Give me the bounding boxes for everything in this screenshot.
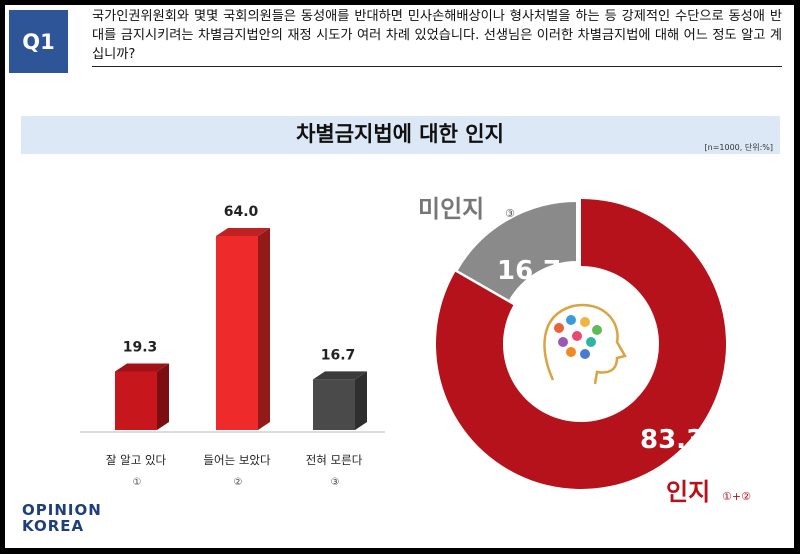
donut-slice-1 [455, 199, 578, 303]
brain-icon [543, 303, 627, 385]
category-label-0: 잘 알고 있다 [105, 453, 167, 467]
question-text: 국가인권위원회와 몇몇 국회의원들은 동성애를 반대하면 민사손해배상이나 형사… [92, 7, 782, 67]
category-mark-2: ③ [330, 477, 340, 488]
sample-note: [n=1000, 단위:%] [704, 143, 773, 152]
bar-0 [115, 371, 157, 430]
category-mark-0: ① [132, 477, 142, 488]
bar-top-0 [115, 363, 169, 372]
title-band [21, 116, 780, 154]
bar-side-0 [157, 363, 169, 430]
bar-value-label-1: 64.0 [224, 204, 259, 220]
donut-category-mark-1: ③ [505, 207, 515, 220]
bar-top-2 [313, 371, 367, 380]
donut-value-label-0: 83.3 [640, 425, 704, 455]
bar-side-2 [355, 371, 367, 430]
donut-slice-0 [435, 199, 726, 490]
chart-title: 차별금지법에 대한 인지 [296, 122, 504, 146]
opinion-korea-logo: OPINION KOREA [22, 502, 102, 534]
bar-value-label-2: 16.7 [321, 347, 356, 363]
bar-2 [313, 379, 355, 430]
bar-side-1 [258, 228, 270, 430]
bar-value-label-0: 19.3 [123, 339, 158, 355]
bar-top-1 [216, 228, 270, 236]
donut-category-mark-0: ①+② [722, 490, 751, 503]
bar-1 [216, 236, 258, 430]
question-number: Q1 [9, 10, 68, 73]
donut-category-label-1: 미인지 [418, 195, 484, 223]
category-label-1: 들어는 보았다 [203, 453, 271, 467]
category-label-2: 전혀 모른다 [305, 453, 363, 467]
donut-value-label-1: 16.7 [497, 256, 561, 286]
logo-line-1: OPINION [22, 501, 102, 519]
donut-category-label-0: 인지 [666, 478, 710, 506]
category-mark-1: ② [233, 477, 243, 488]
logo-line-2: KOREA [22, 517, 85, 535]
